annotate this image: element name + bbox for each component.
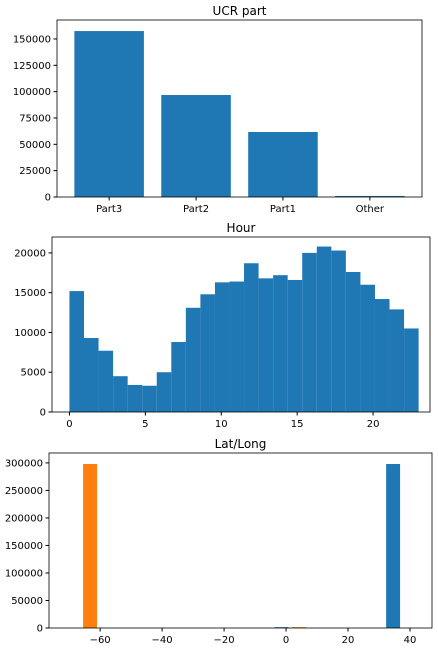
y-tick-label: 50000: [19, 140, 51, 151]
x-tick-label: 40: [404, 635, 417, 646]
histogram-bar: [331, 250, 346, 412]
axes-frame: [56, 19, 423, 198]
histogram-bar: [244, 263, 259, 412]
axes-frame: [51, 236, 431, 413]
histogram-bar: [69, 291, 85, 412]
chart-title: Lat/Long: [215, 437, 267, 451]
histogram-bar: [214, 282, 230, 412]
histogram-bar: [200, 294, 215, 412]
histogram-bar: [142, 385, 157, 412]
y-tick-label: 150000: [13, 34, 51, 45]
y-tick-label: 15000: [14, 288, 46, 299]
histogram-bar: [389, 309, 405, 412]
bar: [74, 31, 144, 197]
y-tick-label: 0: [40, 408, 46, 419]
y-tick-label: 20000: [14, 248, 46, 259]
y-tick-label: 0: [37, 624, 43, 635]
x-tick-label: −20: [214, 635, 235, 646]
x-tick-label: 20: [367, 419, 380, 430]
y-tick-label: 100000: [5, 568, 43, 579]
chart-title: UCR part: [213, 4, 267, 18]
y-tick-label: 250000: [5, 486, 43, 497]
y-tick-label: 300000: [5, 458, 43, 469]
x-tick-label: Part3: [96, 204, 122, 215]
histogram-bar: [258, 278, 274, 412]
x-tick-label: Other: [356, 204, 385, 215]
y-tick-label: 125000: [13, 61, 51, 72]
histogram-bar: [274, 627, 289, 628]
histogram-bar: [185, 307, 201, 412]
x-tick-label: −60: [90, 635, 111, 646]
histogram-bar: [302, 252, 317, 412]
y-tick-label: 50000: [11, 596, 43, 607]
y-tick-label: 100000: [13, 87, 51, 98]
histogram-bar: [404, 328, 419, 412]
y-tick-label: 150000: [5, 541, 43, 552]
histogram-bar: [84, 338, 99, 412]
histogram-bar: [292, 627, 307, 628]
x-tick-label: 10: [215, 419, 228, 430]
histogram-bar: [171, 342, 186, 412]
x-tick-label: 0: [283, 635, 289, 646]
y-tick-label: 0: [45, 193, 51, 204]
histogram-bar: [345, 272, 361, 412]
histogram-bar: [360, 284, 375, 412]
y-tick-label: 75000: [19, 113, 51, 124]
histogram-bar: [316, 246, 332, 412]
histogram-bar: [273, 275, 288, 412]
histogram-bar: [386, 464, 401, 628]
x-tick-label: 15: [291, 419, 304, 430]
chart-title: Hour: [227, 221, 256, 235]
x-tick-label: Part2: [183, 204, 209, 215]
histogram-bar: [374, 299, 390, 412]
x-tick-label: 20: [342, 635, 355, 646]
y-tick-label: 5000: [21, 368, 46, 379]
histogram-bar: [287, 279, 303, 412]
y-tick-label: 25000: [19, 166, 51, 177]
histogram-bar: [113, 376, 128, 412]
y-tick-label: 10000: [14, 328, 46, 339]
histogram-bar: [229, 281, 245, 412]
x-tick-label: Part1: [270, 204, 296, 215]
axes-frame: [48, 452, 433, 629]
histogram-bar: [98, 350, 114, 412]
x-tick-label: −40: [152, 635, 173, 646]
histogram-bar: [156, 372, 172, 412]
x-tick-label: 0: [66, 419, 72, 430]
bar: [335, 195, 405, 197]
histogram-bar: [83, 464, 98, 628]
bar: [248, 131, 318, 197]
histogram-bar: [127, 384, 143, 412]
bar: [161, 95, 231, 197]
x-tick-label: 5: [142, 419, 148, 430]
y-tick-label: 200000: [5, 513, 43, 524]
